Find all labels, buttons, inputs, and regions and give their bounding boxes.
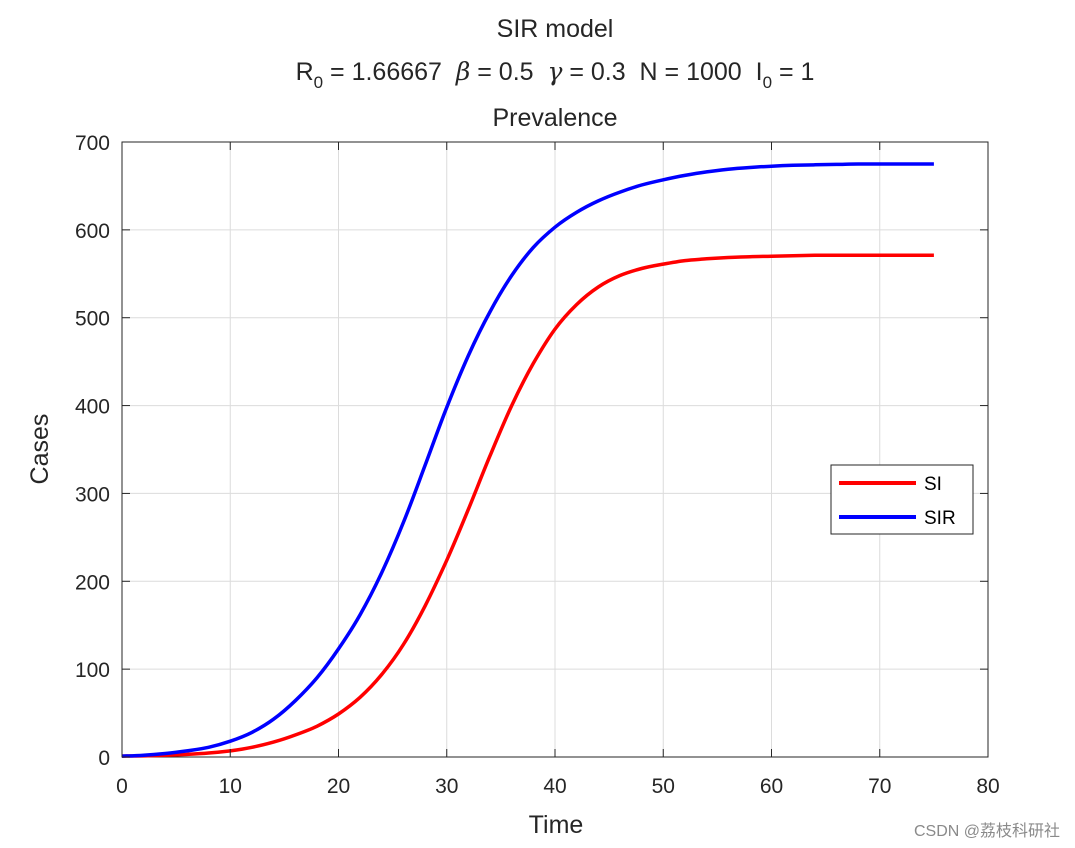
beta-value: = 0.5 [470, 58, 547, 86]
legend-label-si: SI [924, 474, 942, 495]
i0-value: = 1 [772, 58, 814, 86]
r0-subscript: 0 [314, 73, 323, 92]
r0-value: = 1.66667 [323, 58, 456, 86]
x-tick-label: 80 [976, 775, 999, 798]
chart-subtitle: R0 = 1.66667 β = 0.5 γ = 0.3 N = 1000 I0… [296, 57, 815, 92]
x-axis-label: Time [529, 811, 584, 839]
y-axis-ticks: 0 100 200 300 400 500 600 700 [75, 132, 988, 770]
y-tick-label: 500 [75, 308, 110, 331]
y-tick-label: 100 [75, 659, 110, 682]
legend-box [830, 464, 974, 535]
r0-label: R [296, 58, 314, 86]
series-line-si [121, 253, 934, 758]
legend: SI SIR [830, 464, 974, 535]
i0-label: I [756, 58, 763, 86]
y-tick-label: 200 [75, 571, 110, 594]
legend-label-sir: SIR [924, 508, 956, 529]
gamma-n-value: = 0.3 N = 1000 [562, 58, 755, 86]
y-tick-label: 300 [75, 483, 110, 506]
gamma-symbol: γ [547, 57, 562, 86]
x-tick-label: 30 [435, 775, 458, 798]
x-tick-label: 20 [327, 775, 350, 798]
panel-title: Prevalence [492, 104, 617, 132]
grid-lines [122, 142, 988, 757]
y-tick-label: 600 [75, 220, 110, 243]
series-lines [121, 162, 934, 758]
x-tick-label: 40 [543, 775, 566, 798]
x-axis-ticks: 0 10 20 30 40 50 60 70 80 [116, 142, 1000, 798]
y-tick-label: 0 [98, 747, 110, 770]
watermark: CSDN @荔枝科研社 [914, 822, 1060, 840]
beta-symbol: β [455, 57, 470, 86]
x-tick-label: 10 [219, 775, 242, 798]
i0-subscript: 0 [763, 73, 772, 92]
x-tick-label: 70 [868, 775, 891, 798]
series-line-sir [121, 162, 934, 758]
x-tick-label: 50 [652, 775, 675, 798]
y-axis-label: Cases [26, 414, 54, 485]
x-tick-label: 0 [116, 775, 128, 798]
x-tick-label: 60 [760, 775, 783, 798]
chart-title: SIR model [497, 15, 614, 43]
y-tick-label: 700 [75, 132, 110, 155]
y-tick-label: 400 [75, 396, 110, 419]
